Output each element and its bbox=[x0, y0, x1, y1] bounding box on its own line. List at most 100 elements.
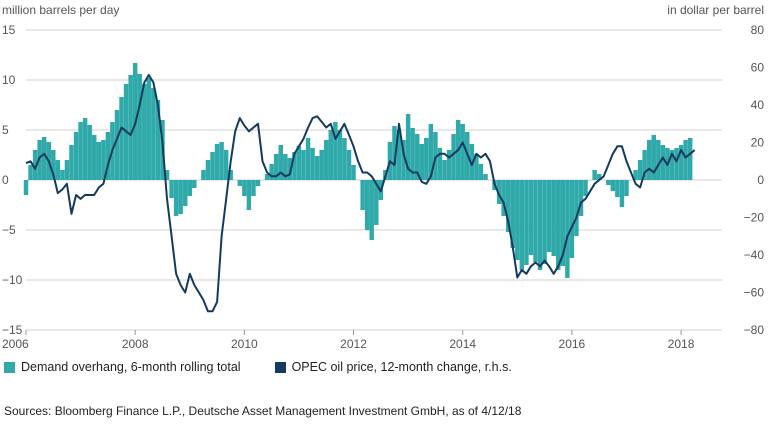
right-tick-label: 20 bbox=[751, 136, 765, 150]
bar bbox=[255, 180, 261, 186]
bar bbox=[342, 138, 347, 180]
legend-label-line: OPEC oil price, 12-month change, r.h.s. bbox=[291, 360, 512, 374]
legend-swatch-line bbox=[274, 361, 286, 373]
bar bbox=[451, 134, 456, 180]
bar bbox=[592, 170, 597, 180]
bar bbox=[660, 145, 666, 180]
x-tick-label: 2006 bbox=[2, 337, 29, 351]
bar bbox=[32, 150, 38, 180]
bar bbox=[328, 130, 333, 180]
bar bbox=[396, 130, 402, 180]
bar bbox=[501, 180, 506, 216]
bar bbox=[146, 78, 152, 180]
right-tick-label: −80 bbox=[744, 323, 765, 337]
x-tick-label: 2018 bbox=[668, 337, 695, 351]
bar bbox=[401, 140, 406, 180]
bar bbox=[283, 154, 288, 180]
bar bbox=[364, 180, 370, 230]
bar bbox=[142, 84, 147, 180]
x-tick-label: 2010 bbox=[231, 337, 258, 351]
bar bbox=[73, 132, 79, 180]
bar bbox=[474, 154, 479, 180]
left-tick-label: 5 bbox=[2, 123, 9, 137]
legend-item-line: OPEC oil price, 12-month change, r.h.s. bbox=[274, 360, 512, 374]
bar bbox=[519, 180, 525, 270]
right-tick-label: −20 bbox=[744, 211, 765, 225]
bar bbox=[192, 180, 197, 188]
bar bbox=[301, 150, 306, 180]
bar bbox=[392, 126, 397, 180]
left-axis-ticks: 15 10 5 0 −5 −10 −15 bbox=[2, 23, 23, 337]
right-axis-ticks: 80 60 40 20 0 −20 −40 −60 −80 bbox=[744, 23, 765, 337]
left-tick-label: −15 bbox=[2, 323, 23, 337]
bar bbox=[173, 180, 179, 216]
bar bbox=[574, 180, 579, 236]
bar bbox=[219, 142, 224, 180]
bar bbox=[633, 170, 638, 180]
bar bbox=[60, 170, 65, 180]
grid-lines bbox=[26, 29, 722, 331]
bar bbox=[337, 130, 343, 180]
bar bbox=[296, 146, 302, 180]
bar bbox=[496, 180, 502, 204]
bar bbox=[324, 140, 329, 180]
bar bbox=[569, 180, 575, 258]
bar bbox=[596, 174, 602, 180]
bar bbox=[164, 170, 170, 180]
right-tick-label: −40 bbox=[744, 248, 765, 262]
x-tick-label: 2012 bbox=[340, 337, 367, 351]
bar bbox=[642, 150, 647, 180]
bar bbox=[119, 97, 124, 180]
bar bbox=[678, 145, 684, 180]
bar bbox=[537, 180, 543, 270]
bar bbox=[201, 170, 206, 180]
bar bbox=[92, 135, 97, 180]
bar bbox=[442, 160, 447, 180]
x-tick-label: 2014 bbox=[449, 337, 476, 351]
bar bbox=[51, 150, 56, 180]
bar bbox=[656, 140, 661, 180]
line-path bbox=[25, 74, 696, 313]
legend-item-bars: Demand overhang, 6-month rolling total bbox=[4, 360, 241, 374]
bar bbox=[505, 180, 511, 232]
left-tick-label: 10 bbox=[2, 73, 16, 87]
bar bbox=[205, 160, 211, 180]
bar bbox=[137, 74, 142, 180]
bar bbox=[28, 165, 33, 180]
bar bbox=[560, 180, 565, 266]
bar bbox=[606, 180, 611, 185]
bar bbox=[87, 125, 92, 180]
left-tick-label: −10 bbox=[2, 273, 23, 287]
bar bbox=[128, 75, 133, 180]
bar bbox=[615, 180, 620, 197]
bar bbox=[223, 150, 229, 180]
bar bbox=[214, 144, 220, 180]
bar bbox=[333, 122, 338, 180]
bar bbox=[101, 140, 106, 180]
legend-label-bars: Demand overhang, 6-month rolling total bbox=[21, 360, 241, 374]
bar bbox=[410, 128, 415, 180]
right-tick-label: 0 bbox=[757, 173, 764, 187]
x-tick-label: 2008 bbox=[122, 337, 149, 351]
bar bbox=[169, 180, 174, 198]
bar bbox=[55, 160, 61, 180]
bar bbox=[583, 180, 588, 196]
bar bbox=[619, 180, 625, 207]
bar bbox=[351, 165, 356, 180]
bar bbox=[637, 160, 643, 180]
line-series bbox=[25, 74, 696, 313]
bar bbox=[237, 180, 243, 186]
bar bbox=[524, 180, 529, 265]
bar bbox=[551, 180, 556, 256]
bar bbox=[319, 150, 324, 180]
bar bbox=[292, 152, 297, 180]
right-axis-label: in dollar per barrel bbox=[667, 3, 764, 17]
bar bbox=[23, 180, 29, 195]
bar bbox=[305, 138, 311, 180]
bar bbox=[269, 164, 274, 180]
bar bbox=[651, 135, 656, 180]
bar-series bbox=[23, 63, 693, 278]
left-axis-label: million barrels per day bbox=[2, 3, 119, 17]
bar bbox=[69, 145, 74, 180]
